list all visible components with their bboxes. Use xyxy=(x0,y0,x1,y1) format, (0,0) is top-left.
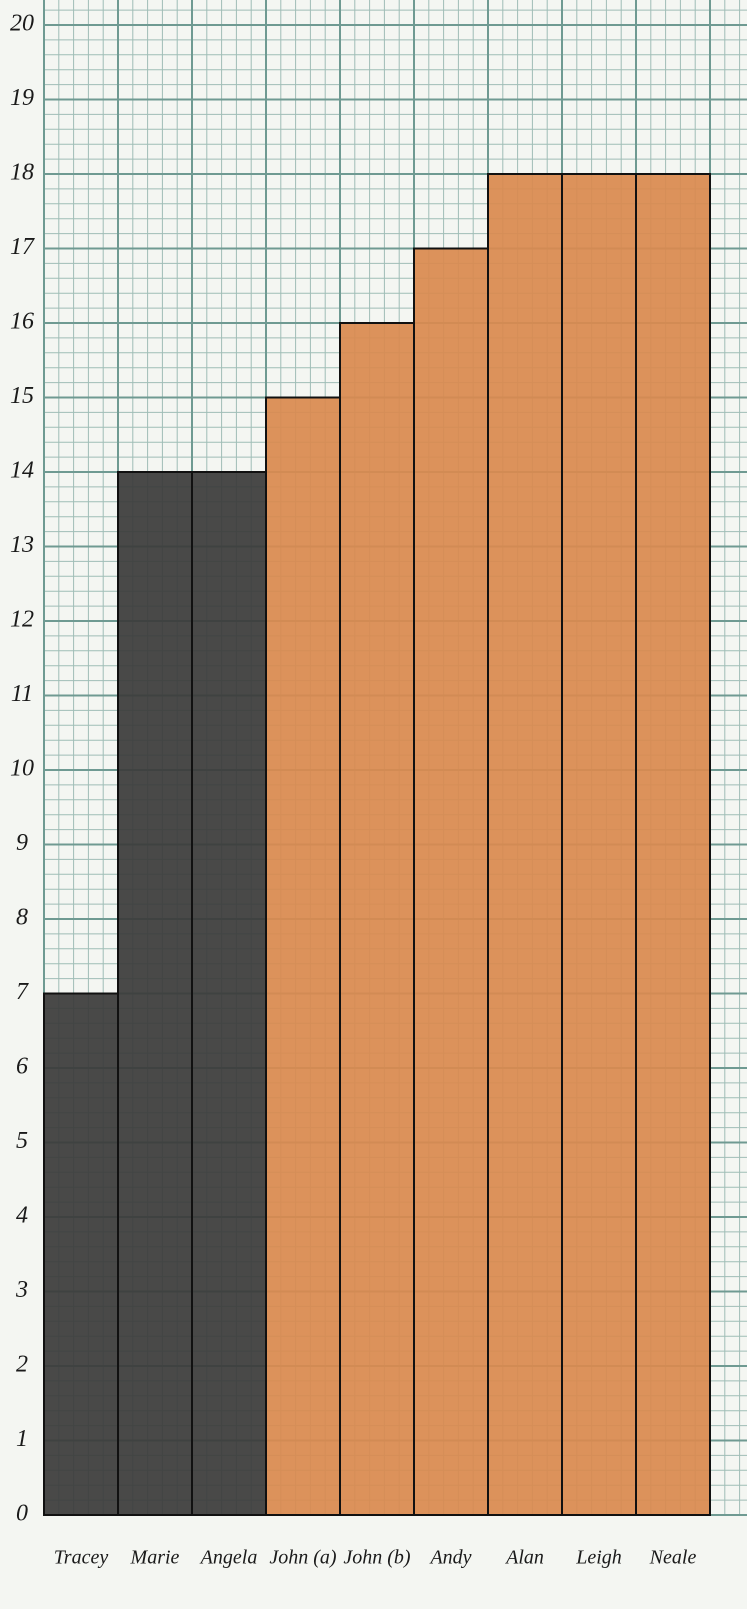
x-tick-label: Tracey xyxy=(54,1547,109,1569)
x-tick-label: Angela xyxy=(199,1547,258,1569)
y-tick-label: 1 xyxy=(16,1426,28,1452)
y-tick-label: 5 xyxy=(16,1128,28,1154)
y-tick-label: 8 xyxy=(16,905,28,931)
y-tick-label: 15 xyxy=(10,383,34,409)
y-tick-label: 14 xyxy=(10,458,34,484)
y-tick-label: 16 xyxy=(10,309,34,335)
y-tick-label: 13 xyxy=(10,532,34,558)
y-tick-label: 18 xyxy=(10,160,34,186)
y-tick-label: 10 xyxy=(10,756,34,782)
x-tick-label: Alan xyxy=(504,1547,544,1569)
bar xyxy=(413,247,489,1516)
y-tick-label: 0 xyxy=(16,1501,28,1527)
bar xyxy=(191,471,267,1516)
bar xyxy=(339,322,415,1516)
y-tick-label: 3 xyxy=(15,1277,28,1303)
y-tick-label: 4 xyxy=(16,1203,28,1229)
y-tick-label: 19 xyxy=(10,85,34,111)
x-tick-label: Marie xyxy=(130,1547,180,1569)
y-tick-label: 9 xyxy=(16,830,28,856)
bar xyxy=(487,173,563,1516)
x-tick-label: John (a) xyxy=(269,1547,337,1569)
y-tick-label: 17 xyxy=(10,234,35,260)
x-tick-label: Andy xyxy=(428,1547,471,1569)
x-tick-label: Neale xyxy=(649,1547,697,1569)
bar xyxy=(265,396,341,1516)
bar xyxy=(635,173,711,1516)
bar xyxy=(117,471,193,1516)
x-tick-label: Leigh xyxy=(575,1547,622,1569)
y-tick-label: 11 xyxy=(11,681,33,707)
bar xyxy=(561,173,637,1516)
y-tick-label: 12 xyxy=(10,607,34,633)
x-tick-label: John (b) xyxy=(343,1547,411,1569)
y-tick-label: 2 xyxy=(16,1352,28,1378)
y-tick-label: 20 xyxy=(10,11,34,37)
y-tick-label: 6 xyxy=(16,1054,28,1080)
y-tick-label: 7 xyxy=(16,979,29,1005)
bar xyxy=(43,992,119,1516)
